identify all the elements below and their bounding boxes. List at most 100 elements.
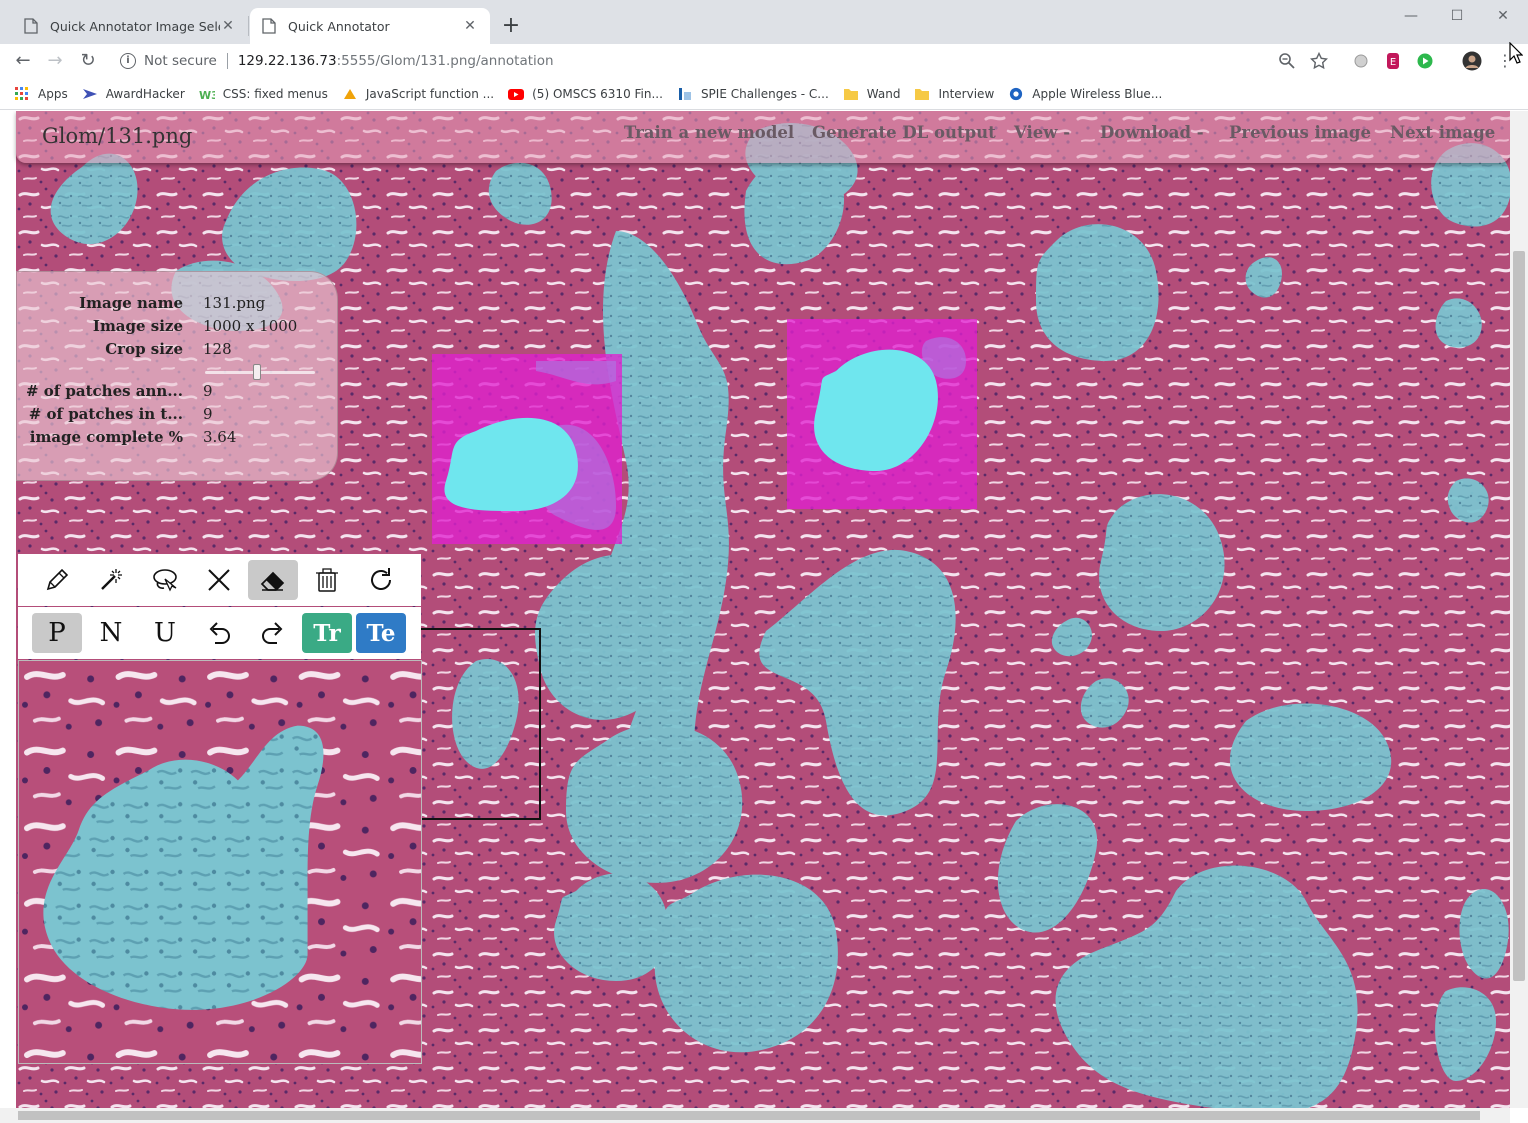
undo-button[interactable]	[194, 613, 244, 653]
pencil-tool-button[interactable]	[32, 560, 82, 600]
lasso-icon	[153, 569, 177, 592]
slider-handle[interactable]	[253, 364, 261, 380]
scroll-thumb[interactable]	[18, 1111, 1480, 1120]
w3schools-icon: W3	[199, 89, 215, 101]
info-label: Crop size	[105, 340, 183, 358]
svg-text:W3: W3	[199, 89, 215, 101]
bookmark-wand[interactable]: Wand	[843, 87, 900, 101]
test-set-button[interactable]: Te	[356, 613, 406, 653]
bookmark-apps[interactable]: Apps	[14, 86, 68, 101]
lasso-tool-button[interactable]	[140, 560, 190, 600]
url-host: 129.22.136.73	[237, 53, 337, 69]
tab-title: Quick Annotator Image Selection	[50, 18, 220, 34]
tab-close-icon[interactable]: ✕	[464, 18, 476, 34]
zoom-glomerulus-annotation	[43, 725, 324, 1010]
maximize-icon[interactable]: ☐	[1450, 8, 1464, 24]
undo-icon	[209, 622, 230, 644]
zoom-icon[interactable]	[1278, 52, 1296, 70]
awardhacker-icon	[82, 88, 97, 99]
bookmark-label: SPIE Challenges - C...	[700, 86, 829, 101]
bookmark-spie[interactable]: SPIE Challenges - C...	[677, 87, 829, 101]
extension-play-icon[interactable]	[1416, 52, 1434, 70]
view-dropdown[interactable]: View -	[1014, 123, 1071, 142]
drawing-tools-toolbar	[18, 554, 421, 606]
folder-icon	[843, 88, 858, 100]
previous-image-link[interactable]: Previous image	[1229, 123, 1371, 142]
eraser-tool-button[interactable]	[248, 560, 298, 600]
refresh-icon	[371, 568, 391, 590]
info-row-crop-size: Crop size 128	[17, 340, 339, 362]
unknown-label-button[interactable]: U	[140, 613, 190, 653]
glomerulus-region	[1245, 257, 1282, 298]
train-set-button[interactable]: Tr	[302, 613, 352, 653]
glomerulus-region	[1051, 617, 1092, 657]
extension-pink-icon[interactable]: E	[1384, 52, 1402, 70]
omnibox-divider	[226, 53, 228, 69]
label-tools-toolbar: P N U Tr Te	[18, 607, 421, 659]
info-icon[interactable]: i	[120, 53, 136, 69]
bookmark-apple-wireless[interactable]: Apple Wireless Blue...	[1008, 87, 1162, 101]
glomerulus-region	[1055, 865, 1358, 1108]
next-image-link[interactable]: Next image	[1390, 123, 1496, 142]
glomerulus-region	[759, 549, 956, 816]
crop-size-slider[interactable]	[205, 364, 315, 380]
bookmark-javascript-function[interactable]: JavaScript function ...	[342, 87, 494, 101]
zoomed-patch-view[interactable]	[18, 660, 422, 1064]
tab-quick-annotator[interactable]: Quick Annotator ✕	[250, 8, 490, 44]
browser-toolbar: ← → ↻ i Not secure 129.22.136.73:5555/Gl…	[0, 44, 1528, 78]
new-tab-button[interactable]: +	[501, 13, 521, 38]
vertical-scrollbar[interactable]	[1510, 111, 1528, 1108]
page-viewport: Glom/131.png Train a new model Generate …	[0, 111, 1528, 1123]
bookmark-interview[interactable]: Interview	[914, 87, 994, 101]
tab-image-selection[interactable]: Quick Annotator Image Selection ✕	[12, 8, 248, 44]
tab-separator	[248, 16, 249, 36]
info-row-patches-in-training: # of patches in t... 9	[17, 405, 339, 427]
tab-strip: Quick Annotator Image Selection ✕ Quick …	[0, 0, 1528, 44]
magic-wand-icon	[101, 569, 122, 590]
info-row-image-complete: image complete % 3.64	[17, 428, 339, 450]
pencil-icon	[46, 568, 69, 591]
info-label: image complete %	[29, 428, 183, 446]
horizontal-scrollbar[interactable]	[0, 1108, 1510, 1123]
bookmark-omscs[interactable]: (5) OMSCS 6310 Fin...	[508, 87, 663, 101]
bookmark-css-fixed-menus[interactable]: W3 CSS: fixed menus	[199, 87, 328, 101]
annotated-patch[interactable]	[432, 354, 622, 544]
image-info-panel: Image name 131.png Image size 1000 x 100…	[16, 271, 338, 481]
annotated-patch[interactable]	[787, 319, 977, 509]
back-icon[interactable]: ←	[15, 50, 31, 71]
minimize-icon[interactable]: —	[1404, 8, 1418, 24]
forward-icon[interactable]: →	[47, 50, 63, 71]
tab-close-icon[interactable]: ✕	[222, 18, 234, 34]
scroll-thumb[interactable]	[1513, 251, 1525, 981]
close-icon[interactable]: ✕	[1497, 8, 1509, 24]
glomerulus-region	[654, 874, 838, 1053]
bookmark-label: Apple Wireless Blue...	[1032, 86, 1163, 101]
download-dropdown[interactable]: Download -	[1100, 123, 1204, 142]
reload-icon[interactable]: ↻	[80, 50, 96, 71]
negative-label-button[interactable]: N	[86, 613, 136, 653]
delete-button[interactable]	[302, 560, 352, 600]
extension-gray-icon[interactable]	[1352, 52, 1370, 70]
info-label: # of patches ann...	[25, 382, 183, 400]
profile-avatar-icon[interactable]	[1462, 51, 1482, 71]
positive-label-button[interactable]: P	[32, 613, 82, 653]
redo-button[interactable]	[248, 613, 298, 653]
train-model-link[interactable]: Train a new model	[624, 123, 795, 142]
glomerulus-region	[1431, 143, 1510, 227]
crop-selection-box[interactable]	[421, 628, 541, 820]
address-bar[interactable]: i Not secure 129.22.136.73:5555/Glom/131…	[112, 46, 1344, 76]
info-value: 3.64	[203, 428, 237, 446]
bookmark-label: Interview	[938, 86, 995, 101]
magic-wand-tool-button[interactable]	[86, 560, 136, 600]
page-icon	[262, 18, 276, 34]
bookmark-awardhacker[interactable]: AwardHacker	[82, 87, 185, 101]
generate-dl-output-link[interactable]: Generate DL output	[812, 123, 996, 142]
clear-selection-button[interactable]	[194, 560, 244, 600]
refresh-button[interactable]	[356, 560, 406, 600]
info-row-image-name: Image name 131.png	[17, 294, 339, 316]
glomerulus-region	[1229, 703, 1392, 811]
info-value: 9	[203, 382, 213, 400]
star-icon[interactable]	[1310, 52, 1328, 70]
kebab-menu-icon[interactable]: ⋮	[1497, 51, 1513, 70]
info-label: # of patches in t...	[28, 405, 183, 423]
